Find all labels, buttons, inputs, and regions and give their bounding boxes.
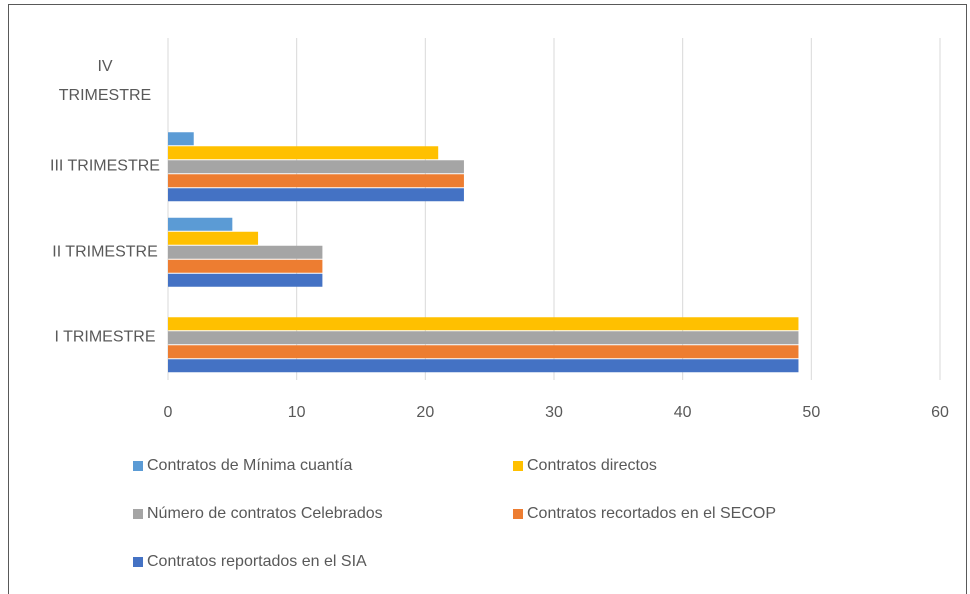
bar bbox=[168, 231, 259, 245]
bar bbox=[168, 345, 799, 359]
legend-swatch bbox=[133, 509, 143, 519]
legend-swatch bbox=[133, 461, 143, 471]
x-tick-label: 30 bbox=[545, 404, 563, 421]
bar bbox=[168, 160, 464, 174]
legend-label: Contratos directos bbox=[527, 457, 657, 474]
x-tick-label: 40 bbox=[674, 404, 692, 421]
bar bbox=[168, 217, 233, 231]
legend-swatch bbox=[133, 557, 143, 567]
bar bbox=[168, 331, 799, 345]
bar bbox=[168, 273, 323, 287]
legend-label: Contratos de Mínima cuantía bbox=[147, 457, 353, 474]
bar bbox=[168, 188, 464, 202]
x-tick-label: 0 bbox=[164, 404, 173, 421]
x-tick-label: 10 bbox=[288, 404, 306, 421]
legend-swatch bbox=[513, 461, 523, 471]
bar bbox=[168, 259, 323, 273]
x-tick-label: 50 bbox=[802, 404, 820, 421]
bar bbox=[168, 359, 799, 373]
legend-label: Contratos reportados en el SIA bbox=[147, 553, 367, 570]
legend-swatch bbox=[513, 509, 523, 519]
bar bbox=[168, 146, 439, 160]
bar bbox=[168, 317, 799, 331]
bar bbox=[168, 174, 464, 188]
y-tick-label: IV TRIMESTRE bbox=[58, 57, 152, 104]
y-tick-label: I TRIMESTRE bbox=[54, 328, 156, 346]
x-tick-label: 20 bbox=[416, 404, 434, 421]
bar bbox=[168, 132, 194, 146]
legend-label: Contratos recortados en el SECOP bbox=[527, 505, 776, 522]
bar bbox=[168, 245, 323, 259]
y-tick-label: II TRIMESTRE bbox=[52, 243, 158, 261]
y-tick-label: III TRIMESTRE bbox=[50, 157, 160, 175]
legend-label: Número de contratos Celebrados bbox=[147, 505, 383, 522]
x-tick-label: 60 bbox=[931, 404, 949, 421]
